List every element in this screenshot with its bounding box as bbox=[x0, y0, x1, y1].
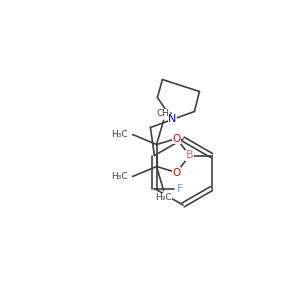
Text: O: O bbox=[172, 167, 181, 178]
Text: B: B bbox=[186, 151, 194, 160]
Text: CH₃: CH₃ bbox=[156, 109, 173, 118]
Text: H₃C: H₃C bbox=[111, 172, 128, 181]
Text: F: F bbox=[177, 184, 184, 194]
Text: H₃C: H₃C bbox=[111, 130, 128, 139]
Text: H₃C: H₃C bbox=[155, 193, 172, 202]
Text: O: O bbox=[172, 134, 181, 143]
Text: N: N bbox=[168, 115, 177, 124]
